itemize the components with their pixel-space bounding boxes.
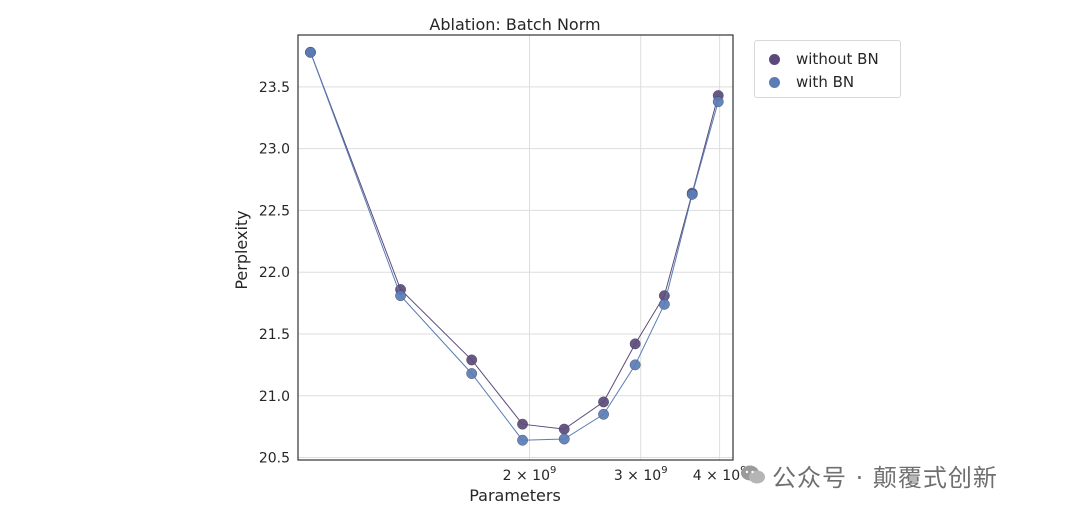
legend-item-without-bn: without BN <box>769 49 879 69</box>
series-layer <box>305 46 724 446</box>
watermark-text: 公众号 · 颠覆式创新 <box>772 463 998 492</box>
legend-marker-with-bn <box>769 76 780 88</box>
ticks: 20.5 21.0 21.5 22.0 22.5 23.0 23.5 2 × 109 3 × 1… <box>259 80 747 484</box>
x-axis-label: Parameters <box>469 486 561 505</box>
data-point-with-bn <box>305 46 316 58</box>
legend: without BN with BN <box>754 40 901 98</box>
data-point-without-bn <box>629 338 641 350</box>
y-axis-label: Perplexity <box>232 210 251 289</box>
data-point-with-bn <box>658 298 670 310</box>
data-point-without-bn <box>466 354 478 366</box>
data-point-with-bn <box>395 290 406 302</box>
data-point-with-bn <box>598 408 609 420</box>
data-point-with-bn <box>629 359 641 371</box>
data-point-with-bn <box>712 96 724 108</box>
data-point-with-bn <box>558 433 570 445</box>
data-point-with-bn <box>466 368 478 379</box>
legend-marker-without-bn <box>769 53 780 65</box>
y-tick-label: 20.5 <box>259 451 290 467</box>
y-tick-label: 22.5 <box>259 203 290 219</box>
y-tick-label: 21.5 <box>259 327 290 343</box>
y-tick-label: 23.5 <box>259 80 290 96</box>
x-tick-label: 2 × 109 <box>503 465 557 484</box>
grid <box>298 35 733 460</box>
legend-label-without-bn: without BN <box>796 50 879 68</box>
series-line-with-bn <box>310 52 719 441</box>
legend-item-with-bn: with BN <box>769 72 854 92</box>
data-point-with-bn <box>517 434 528 446</box>
y-tick-label: 21.0 <box>259 389 290 405</box>
x-tick-label: 3 × 109 <box>614 465 668 484</box>
plot-frame <box>297 34 734 461</box>
legend-label-with-bn: with BN <box>796 73 855 91</box>
data-point-with-bn <box>686 188 698 200</box>
watermark: 公众号 · 颠覆式创新 <box>740 455 998 495</box>
series-line-without-bn <box>310 52 719 430</box>
data-point-without-bn <box>517 418 528 430</box>
wechat-icon <box>741 465 765 484</box>
data-point-without-bn <box>558 423 570 435</box>
y-tick-label: 23.0 <box>259 142 290 158</box>
chart-title: Ablation: Batch Norm <box>429 15 600 34</box>
data-point-without-bn <box>598 396 609 408</box>
y-tick-label: 22.0 <box>259 265 290 281</box>
x-tick-label: 4 × 109 <box>693 465 747 484</box>
